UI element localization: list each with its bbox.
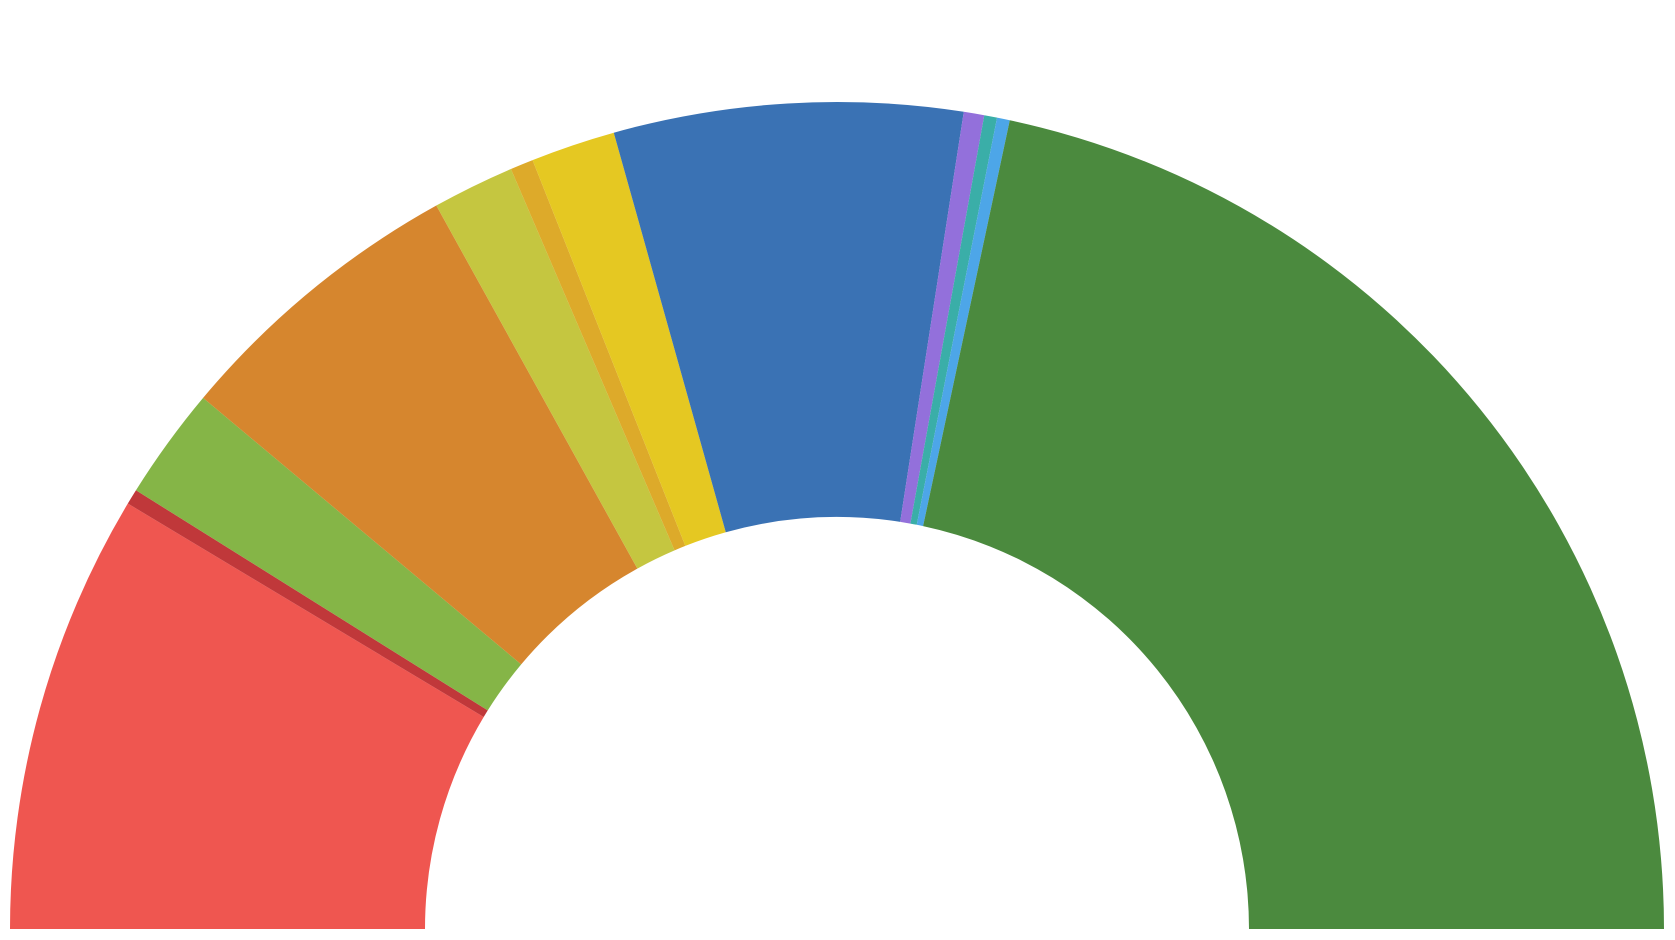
pie-slice-5	[436, 168, 675, 569]
pie-slice-9	[900, 111, 985, 524]
pie-slice-11	[916, 117, 1010, 527]
pie-slice-2	[127, 490, 488, 718]
pie-slice-6	[510, 160, 686, 551]
pie-slice-7	[532, 132, 726, 546]
pie-slice-1	[10, 503, 484, 929]
pie-slice-10	[910, 115, 998, 525]
pie-slice-12	[923, 120, 1664, 929]
pie-slice-3	[135, 397, 522, 711]
pie-slice-4	[203, 205, 638, 665]
pie-slice-8	[613, 101, 964, 533]
chart-slices	[10, 101, 1664, 929]
